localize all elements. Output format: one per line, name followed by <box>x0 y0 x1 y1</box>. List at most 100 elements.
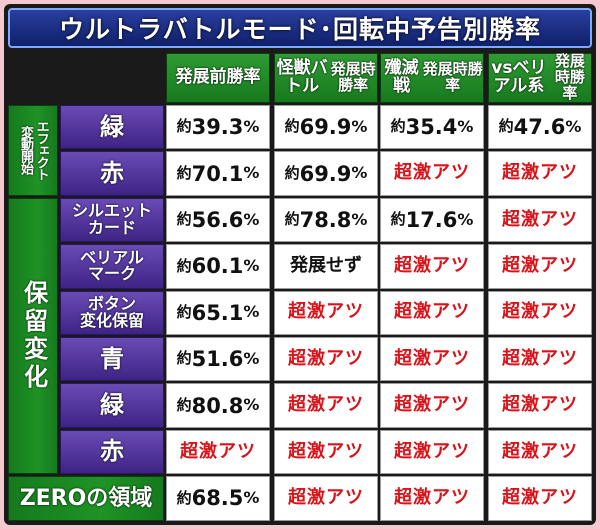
column-header: vsベリアル系 発展時勝率 <box>488 53 592 103</box>
rate-cell: 約 35.4% <box>380 105 484 150</box>
rate-number: 47.6 <box>513 115 566 140</box>
rate-cell: 約 39.3% <box>166 105 270 150</box>
hold-group-label: 保留変化 <box>8 197 58 475</box>
percent-sign: % <box>243 302 260 322</box>
row-label-line: シルエット <box>71 201 152 221</box>
approx-prefix: 約 <box>176 256 192 275</box>
approx-prefix: 約 <box>284 163 300 182</box>
hot-cell: 超激アツ <box>488 337 592 382</box>
rate-cell: 約 17.6% <box>380 197 484 243</box>
percent-sign: % <box>243 116 260 136</box>
approx-prefix: 約 <box>176 349 192 368</box>
group-label-text: 保留変化 <box>19 279 48 392</box>
hot-cell: 超激アツ <box>488 290 592 335</box>
column-header-line: 発展前 <box>175 67 227 88</box>
rate-number: 69.9 <box>299 115 352 140</box>
row-label: 緑 <box>60 105 164 150</box>
rate-number: 60.1 <box>191 254 244 279</box>
rate-number: 80.8 <box>191 393 244 418</box>
approx-prefix: 約 <box>284 117 300 136</box>
approx-prefix: 約 <box>284 210 300 229</box>
hot-cell: 超激アツ <box>380 476 484 521</box>
approx-prefix: 約 <box>176 488 192 507</box>
hot-cell: 超激アツ <box>380 337 484 382</box>
column-header-line: vsベリアル系 <box>491 58 547 96</box>
status-cell: 発展せず <box>274 244 378 289</box>
rate-number: 65.1 <box>191 300 244 325</box>
group-label-text: エフェクト <box>33 120 49 181</box>
row-label: 赤 <box>60 429 164 475</box>
rate-number: 70.1 <box>191 161 244 186</box>
hot-cell: 超激アツ <box>380 383 484 428</box>
row-label: 緑 <box>60 383 164 428</box>
rate-number: 69.9 <box>299 161 352 186</box>
rate-cell: 約 68.5% <box>166 476 270 521</box>
percent-sign: % <box>351 163 368 183</box>
hot-cell: 超激アツ <box>488 476 592 521</box>
approx-prefix: 約 <box>176 395 192 414</box>
row-label: ボタン 変化保留 <box>60 290 164 335</box>
hot-cell: 超激アツ <box>274 429 378 475</box>
percent-sign: % <box>243 487 260 507</box>
column-header-line: 発展時勝率 <box>554 52 585 102</box>
row-label-line: ベリアル <box>80 247 144 267</box>
rate-number: 56.6 <box>191 207 244 232</box>
group-label-text: 変動開始 <box>18 126 33 175</box>
percent-sign: % <box>243 255 260 275</box>
hot-cell: 超激アツ <box>488 151 592 196</box>
percent-sign: % <box>457 209 474 229</box>
row-label-line: 変化保留 <box>79 310 144 330</box>
hot-cell: 超激アツ <box>274 476 378 521</box>
row-label-line: マーク <box>87 264 136 284</box>
percent-sign: % <box>457 116 474 136</box>
row-label-line: ボタン <box>87 293 136 313</box>
hot-cell: 超激アツ <box>488 429 592 475</box>
rate-cell: 約 80.8% <box>166 383 270 428</box>
rate-number: 78.8 <box>299 207 352 232</box>
rate-cell: 約 69.9% <box>274 151 378 196</box>
approx-prefix: 約 <box>176 302 192 321</box>
hot-cell: 超激アツ <box>380 290 484 335</box>
rate-number: 68.5 <box>191 486 244 511</box>
approx-prefix: 約 <box>390 210 406 229</box>
percent-sign: % <box>243 348 260 368</box>
column-header: 発展前 勝率 <box>166 53 270 103</box>
hot-cell: 超激アツ <box>488 197 592 243</box>
row-label: シルエット カード <box>60 197 164 243</box>
column-header-line: 怪獣バトル <box>276 58 328 96</box>
page-title: ウルトラバトルモード･回転中予告別勝率 <box>8 8 592 48</box>
rate-number: 39.3 <box>191 115 244 140</box>
column-header-line: 殲滅戦 <box>384 58 419 96</box>
hot-cell: 超激アツ <box>166 429 270 475</box>
rate-cell: 約 60.1% <box>166 244 270 289</box>
hot-cell: 超激アツ <box>380 244 484 289</box>
column-header: 殲滅戦 発展時勝率 <box>380 53 484 103</box>
percent-sign: % <box>565 116 582 136</box>
hot-cell: 超激アツ <box>380 151 484 196</box>
corner-cell <box>8 53 164 103</box>
rate-cell: 約 69.9% <box>274 105 378 150</box>
rate-number: 35.4 <box>405 115 458 140</box>
hot-cell: 超激アツ <box>274 337 378 382</box>
approx-prefix: 約 <box>176 117 192 136</box>
column-header: 怪獣バトル 発展時勝率 <box>274 53 378 103</box>
percent-sign: % <box>351 209 368 229</box>
hot-cell: 超激アツ <box>274 290 378 335</box>
rate-cell: 約 65.1% <box>166 290 270 335</box>
rate-number: 51.6 <box>191 347 244 372</box>
approx-prefix: 約 <box>390 117 406 136</box>
approx-prefix: 約 <box>176 210 192 229</box>
row-label: ベリアル マーク <box>60 244 164 289</box>
rate-cell: 約 47.6% <box>488 105 592 150</box>
column-header-line: 勝率 <box>226 67 261 88</box>
rate-cell: 約 70.1% <box>166 151 270 196</box>
hot-cell: 超激アツ <box>380 429 484 475</box>
approx-prefix: 約 <box>498 117 514 136</box>
percent-sign: % <box>243 163 260 183</box>
rate-number: 17.6 <box>405 207 458 232</box>
approx-prefix: 約 <box>176 163 192 182</box>
hot-cell: 超激アツ <box>488 244 592 289</box>
hot-cell: 超激アツ <box>274 383 378 428</box>
row-label: 赤 <box>60 151 164 196</box>
win-rate-table: 発展前 勝率 怪獣バトル 発展時勝率 殲滅戦 発展時勝率 vsベリアル系 発展時勝率 エフェクト… <box>8 53 594 521</box>
